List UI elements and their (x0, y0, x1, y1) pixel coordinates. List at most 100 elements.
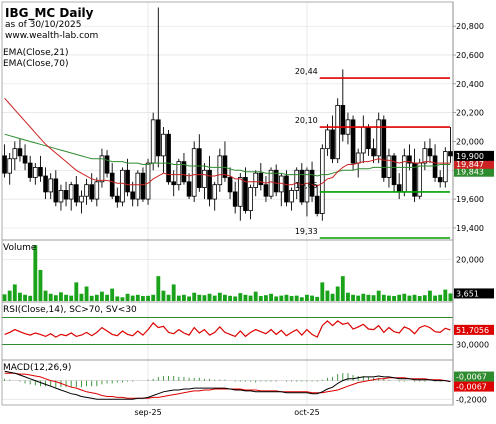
candle-body (2, 155, 7, 174)
volume-bar (187, 296, 191, 301)
level-label: 20,44 (295, 67, 318, 76)
volume-bar (433, 295, 437, 301)
volume-bar (192, 292, 197, 301)
volume-bar (48, 293, 53, 301)
volume-bar (64, 294, 68, 301)
volume-bar (84, 286, 89, 301)
candle-body (243, 177, 248, 212)
candle-body (84, 184, 89, 197)
volume-bar (12, 284, 17, 301)
candle-body (130, 191, 136, 200)
volume-bar (151, 294, 156, 301)
candle-body (166, 133, 171, 183)
ema70-value-badge-bg (454, 166, 494, 177)
rsi-axis-tick-label: 30,0000 (456, 341, 489, 350)
volume-bar (387, 295, 391, 301)
macd-title: MACD(12,26,9) (3, 363, 71, 373)
date-axis-label: oct-25 (294, 408, 320, 417)
volume-bar (38, 269, 43, 301)
price-axis-tick-label: 19,600 (456, 195, 484, 204)
volume-bar (197, 294, 202, 301)
volume-bar (315, 296, 320, 301)
candle-body (125, 169, 130, 193)
candle-body (227, 177, 233, 193)
price-axis-tick-label: 20,800 (456, 22, 484, 31)
volume-bar (346, 292, 350, 301)
volume-bar (53, 295, 58, 301)
macd-last-badge-bg (454, 381, 494, 392)
candle-body (161, 133, 166, 157)
candle-body (391, 155, 397, 186)
candle-body (268, 169, 274, 197)
volume-bar (294, 295, 299, 301)
macd-last-badge: -0,0067 (456, 383, 487, 392)
candle-body (273, 169, 279, 193)
candle-body (330, 129, 335, 160)
volume-bar (407, 295, 412, 301)
volume-bar (2, 294, 7, 301)
candle-body (109, 172, 115, 197)
volume-bar (330, 293, 335, 301)
candle-body (366, 126, 371, 150)
volume-bar (228, 295, 232, 301)
volume-bar (33, 245, 38, 301)
candle-body (17, 148, 23, 157)
volume-bar (74, 282, 79, 301)
volume-bar (299, 297, 304, 301)
volume-bar (279, 295, 284, 301)
volume-bar (223, 294, 227, 301)
volume-axis-tick-label: 20,000 (456, 256, 484, 265)
volume-bar (233, 296, 238, 301)
rsi-title: RSI(Close,14), SC>70, SV<30 (3, 305, 137, 315)
candle-body (53, 178, 59, 203)
candle-body (248, 187, 253, 212)
volume-bar (305, 294, 309, 301)
rsi-last-badge-bg (454, 324, 494, 335)
volume-bar (202, 295, 207, 301)
candle-body (350, 119, 356, 164)
volume-bar (335, 286, 340, 301)
level-label: 19,65 (295, 181, 318, 190)
volume-bar (284, 294, 289, 301)
volume-bar (79, 293, 84, 301)
macd-line (4, 370, 451, 400)
candle-body (120, 169, 125, 203)
candle-body (232, 191, 238, 207)
candle-body (7, 158, 13, 174)
volume-bar (238, 293, 243, 301)
candle-body (263, 184, 269, 197)
as-of-date: as of 30/10/2025 (5, 20, 81, 30)
volume-bar (115, 296, 120, 301)
candle-body (212, 184, 218, 200)
candle-body (304, 169, 310, 203)
candle-body (27, 162, 33, 178)
volume-bar (412, 294, 417, 301)
volume-bar (171, 284, 176, 301)
candle-body (48, 178, 54, 193)
candle-body (58, 190, 64, 203)
volume-bar (182, 294, 186, 301)
ema21-line (4, 97, 451, 187)
volume-bar (43, 290, 48, 301)
candle-body (376, 119, 382, 157)
volume-bar (176, 295, 181, 301)
candle-body (135, 172, 141, 200)
candle-body (114, 195, 120, 203)
candle-body (294, 169, 300, 191)
volume-bar (376, 290, 381, 301)
candle-body (309, 169, 315, 197)
volume-bar (243, 294, 248, 301)
volume-bar (417, 296, 422, 301)
volume-bar (100, 291, 104, 301)
volume-bar (69, 295, 74, 301)
volume-bar (217, 292, 222, 301)
volume-title: Volume (3, 243, 37, 253)
volume-bar (253, 291, 258, 301)
volume-bar (422, 295, 427, 301)
candle-body (32, 166, 38, 178)
volume-bar (371, 295, 376, 301)
candle-body (202, 169, 207, 188)
volume-bar (397, 294, 402, 301)
candle-body (176, 161, 182, 186)
